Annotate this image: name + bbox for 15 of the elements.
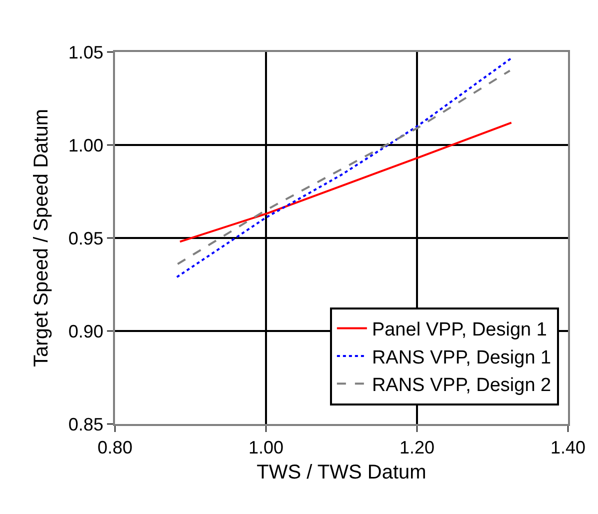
x-tick-label: 1.00 (248, 438, 284, 458)
y-tick-label: 1.00 (68, 135, 104, 156)
x-axis-title: TWS / TWS Datum (256, 462, 426, 484)
y-axis-title: Target Speed / Speed Datum (30, 109, 52, 367)
y-tick-label: 0.85 (68, 414, 104, 434)
x-tick-label: 1.20 (399, 438, 435, 458)
line-series (178, 122, 512, 243)
y-tick-label: 1.05 (68, 42, 104, 62)
legend-label: Panel VPP, Design 1 (372, 320, 547, 341)
legend-label: RANS VPP, Design 1 (372, 347, 552, 368)
x-tick-label: 0.80 (97, 438, 133, 458)
y-tick-label: 0.90 (68, 321, 104, 342)
legend-label: RANS VPP, Design 2 (372, 375, 552, 396)
x-tick-label: 1.40 (550, 438, 586, 458)
y-tick-label: 0.95 (68, 228, 104, 248)
